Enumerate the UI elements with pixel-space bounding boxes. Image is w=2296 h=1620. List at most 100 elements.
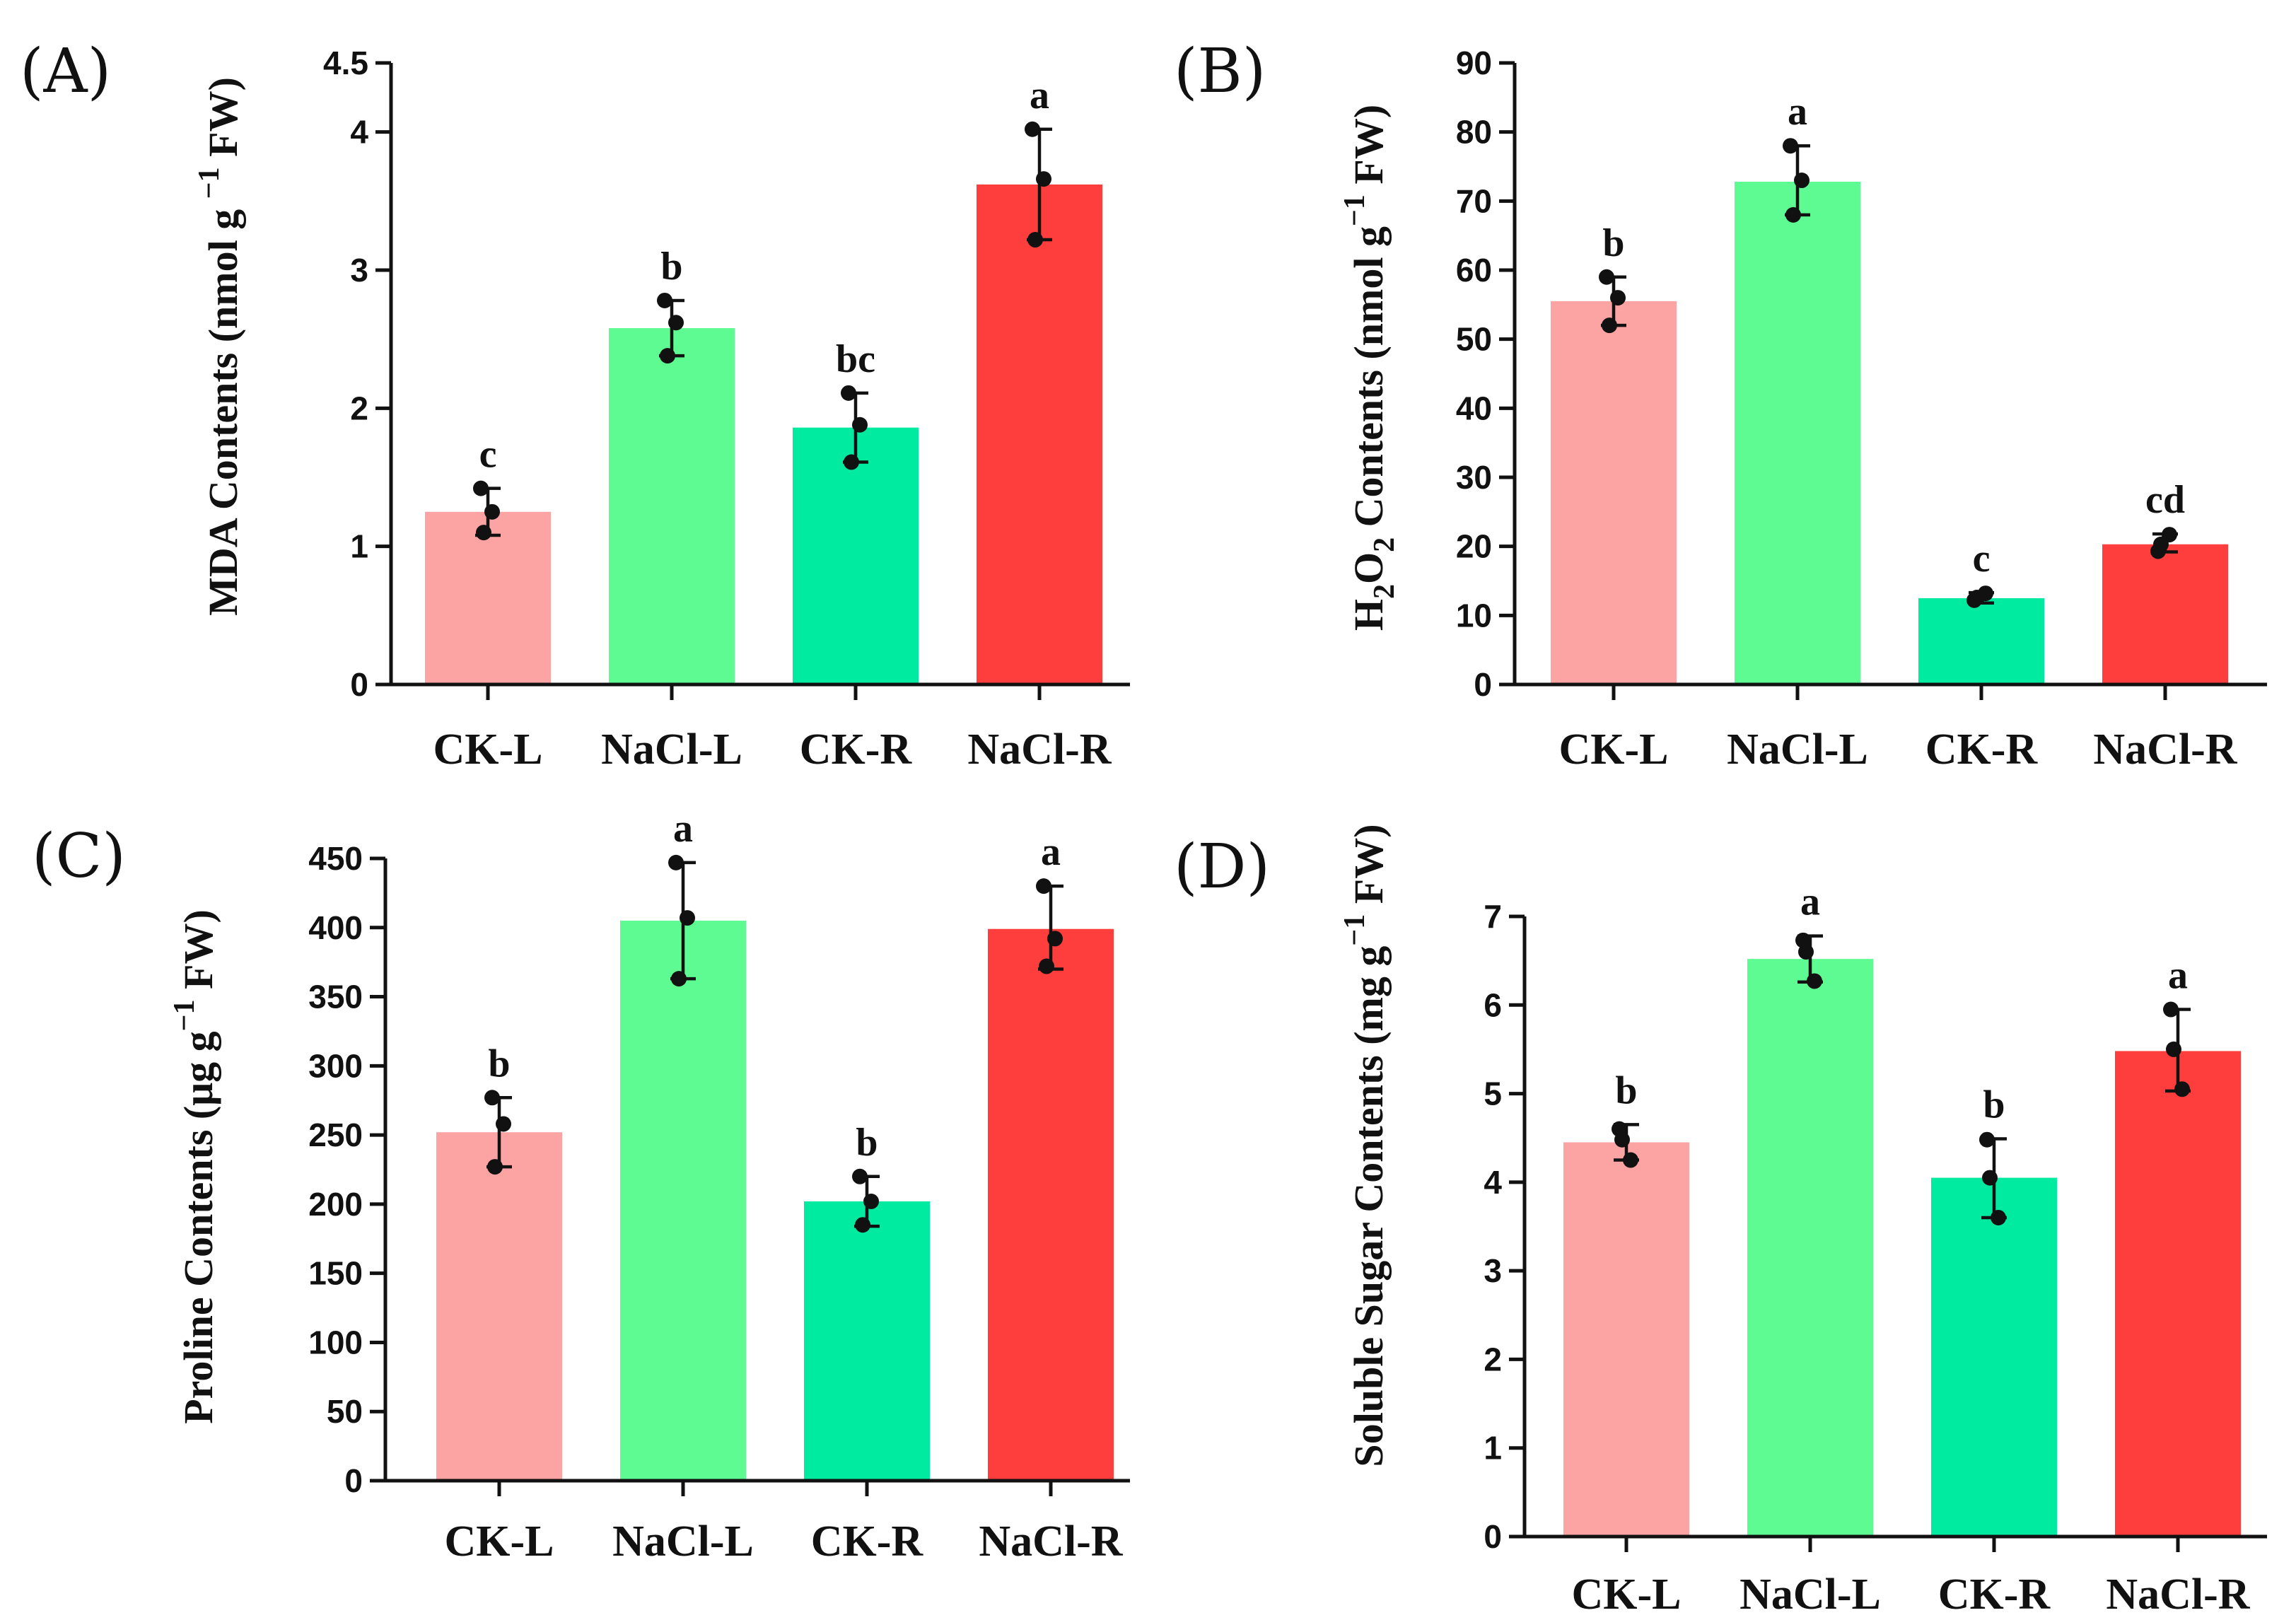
panel-a-point-nacl-r-3 [1027, 232, 1043, 248]
panel-a-ytick-label-5: 4.5 [323, 45, 368, 81]
panel-d-category-label-ck-r: CK-R [1938, 1571, 2051, 1619]
panel-c-ytick-label-9: 450 [308, 840, 363, 877]
panel-b-point-nacl-l-1 [1783, 138, 1798, 154]
panel-a-point-ck-r-3 [844, 454, 859, 470]
panel-d-plot: b a b a 0 1 2 3 4 5 6 7 CK-L NaCl-L CK-R NaCl-R [1484, 880, 2267, 1619]
panel-b-ytick-label-6: 60 [1456, 252, 1492, 289]
panel-d-point-nacl-l-2 [1807, 973, 1822, 989]
panel-d-ytick-label-7: 7 [1484, 898, 1502, 935]
panel-a-category-label-ck-l: CK-L [433, 725, 543, 774]
panel-a-category-label-nacl-r: NaCl-R [967, 725, 1112, 774]
panel-a-point-ck-l-2 [484, 503, 500, 520]
panel-b-bar-nacl-r [2102, 544, 2228, 684]
panel-a-ylabel-space [200, 199, 246, 209]
panel-b-ylabel-sub2: 2 [1368, 537, 1401, 552]
panel-c-point-ck-l-2 [496, 1116, 511, 1132]
panel-c-ylabel-end: FW) [175, 909, 221, 999]
panel-a-point-ck-l-1 [473, 480, 489, 496]
panel-d-ytick-label-4: 4 [1484, 1164, 1502, 1201]
panel-c: (C) Proline Contents (μg g−1 FW) b a b a 0 50… [32, 807, 1130, 1566]
panel-c-point-nacl-r-1 [1036, 878, 1051, 895]
panel-d-sig-letter-nacl-l: a [1800, 880, 1820, 924]
panel-a-label: (A) [20, 36, 111, 107]
panel-a-point-nacl-l-2 [668, 315, 684, 331]
panel-d-ytick-label-0: 0 [1484, 1518, 1502, 1555]
panel-d-ytick-label-3: 3 [1484, 1252, 1502, 1289]
panel-d-point-ck-l-3 [1614, 1131, 1630, 1148]
panel-c-sig-letter-ck-r: b [856, 1121, 878, 1165]
panel-b-category-label-ck-r: CK-R [1925, 725, 2039, 774]
panel-d-ytick-label-5: 5 [1484, 1076, 1502, 1112]
panel-d-point-ck-r-1 [1979, 1131, 1995, 1148]
panel-c-ytick-label-7: 350 [308, 979, 363, 1015]
panel-c-point-nacl-l-2 [680, 910, 695, 926]
panel-c-point-ck-r-2 [863, 1193, 879, 1209]
panel-a-point-nacl-r-1 [1025, 121, 1040, 137]
panel-c-point-ck-l-1 [484, 1090, 500, 1106]
panel-a-bar-ck-r [793, 427, 919, 684]
panel-b-sig-letter-nacl-l: a [1788, 90, 1807, 134]
panel-d-ytick-label-1: 1 [1484, 1430, 1502, 1467]
panel-d-point-nacl-r-2 [2174, 1081, 2190, 1097]
panel-d-ylabel-end: FW) [1346, 824, 1392, 914]
panel-b-point-ck-l-2 [1610, 290, 1626, 306]
panel-b-point-ck-l-1 [1599, 269, 1614, 285]
panel-b-ylabel-o: O [1346, 552, 1392, 584]
panel-a-category-label-nacl-l: NaCl-L [601, 725, 742, 774]
panel-a-ytick-label-3: 3 [350, 252, 368, 289]
panel-b-point-ck-l-3 [1602, 317, 1617, 334]
panel-c-bar-nacl-r [988, 928, 1114, 1481]
panel-b: (B) H2O2 Contents (nmol g−1 FW) baccd010… [1174, 36, 2267, 774]
panel-c-point-nacl-r-3 [1039, 958, 1054, 974]
panel-d-sig-letter-nacl-r: a [2168, 954, 2188, 998]
panel-d-bar-nacl-l [1747, 959, 1873, 1537]
panel-b-ytick-label-9: 90 [1456, 45, 1492, 81]
panel-c-ylabel-sup: −1 [168, 999, 201, 1031]
panel-d-point-ck-r-2 [1991, 1209, 2006, 1225]
panel-a-point-ck-l-3 [476, 525, 491, 541]
panel-a-bar-ck-l [425, 511, 551, 684]
panel-c-category-label-ck-l: CK-L [445, 1517, 554, 1566]
panel-d-point-nacl-r-3 [2166, 1041, 2181, 1057]
panel-b-ytick-label-1: 10 [1456, 597, 1492, 634]
panel-c-point-nacl-r-2 [1047, 931, 1063, 947]
panel-a-bar-nacl-l [609, 328, 735, 684]
panel-b-ytick-label-5: 50 [1456, 321, 1492, 358]
panel-b-sig-letter-ck-l: b [1602, 221, 1624, 265]
panel-d-bar-ck-l [1563, 1142, 1689, 1537]
panel-c-ytick-label-1: 50 [327, 1393, 363, 1430]
panel-c-point-nacl-l-3 [671, 971, 687, 987]
panel-b-sig-letter-ck-r: c [1973, 537, 1991, 581]
panel-b-ytick-label-3: 30 [1456, 459, 1492, 496]
panel-b-ylabel: H2O2 Contents (nmol g−1 FW) [1339, 105, 1401, 631]
panel-b-ytick-label-2: 20 [1456, 528, 1492, 565]
panel-d-category-label-nacl-l: NaCl-L [1740, 1571, 1881, 1619]
panel-c-ytick-label-2: 100 [308, 1324, 363, 1360]
panel-b-ylabel-main: Contents (nmol g [1346, 226, 1392, 537]
panel-b-ytick-label-4: 40 [1456, 390, 1492, 426]
panel-d-bar-ck-r [1931, 1177, 2057, 1537]
panel-d: (D) Soluble Sugar Contents (mg g−1 FW) b… [1174, 824, 2267, 1619]
panel-c-bar-ck-r [804, 1201, 930, 1481]
panel-a-category-label-ck-r: CK-R [800, 725, 913, 774]
panel-c-ytick-label-5: 250 [308, 1117, 363, 1153]
panel-b-category-label-nacl-l: NaCl-L [1727, 725, 1868, 774]
panel-a-sig-letter-ck-r: bc [836, 337, 875, 381]
panel-c-bar-nacl-l [620, 921, 746, 1481]
panel-b-ytick-label-0: 0 [1474, 666, 1492, 703]
panel-c-point-nacl-l-1 [668, 854, 684, 870]
panel-d-sig-letter-ck-r: b [1983, 1083, 2005, 1126]
panel-d-label: (D) [1174, 832, 1270, 902]
panel-c-category-label-nacl-r: NaCl-R [979, 1517, 1123, 1566]
panel-b-ylabel-end: FW) [1346, 105, 1392, 194]
panel-c-label: (C) [32, 821, 126, 892]
panel-a-sig-letter-nacl-l: b [660, 245, 682, 289]
panel-c-sig-letter-nacl-r: a [1041, 830, 1061, 874]
panel-a-bar-nacl-r [977, 184, 1102, 685]
panel-a-point-nacl-l-1 [657, 292, 672, 308]
panel-d-ylabel-sup: −1 [1339, 914, 1371, 946]
panel-c-ytick-label-0: 0 [344, 1462, 363, 1499]
panel-c-ylabel-main: Proline Contents (μg g [175, 1031, 221, 1423]
panel-c-point-ck-l-3 [487, 1159, 503, 1175]
